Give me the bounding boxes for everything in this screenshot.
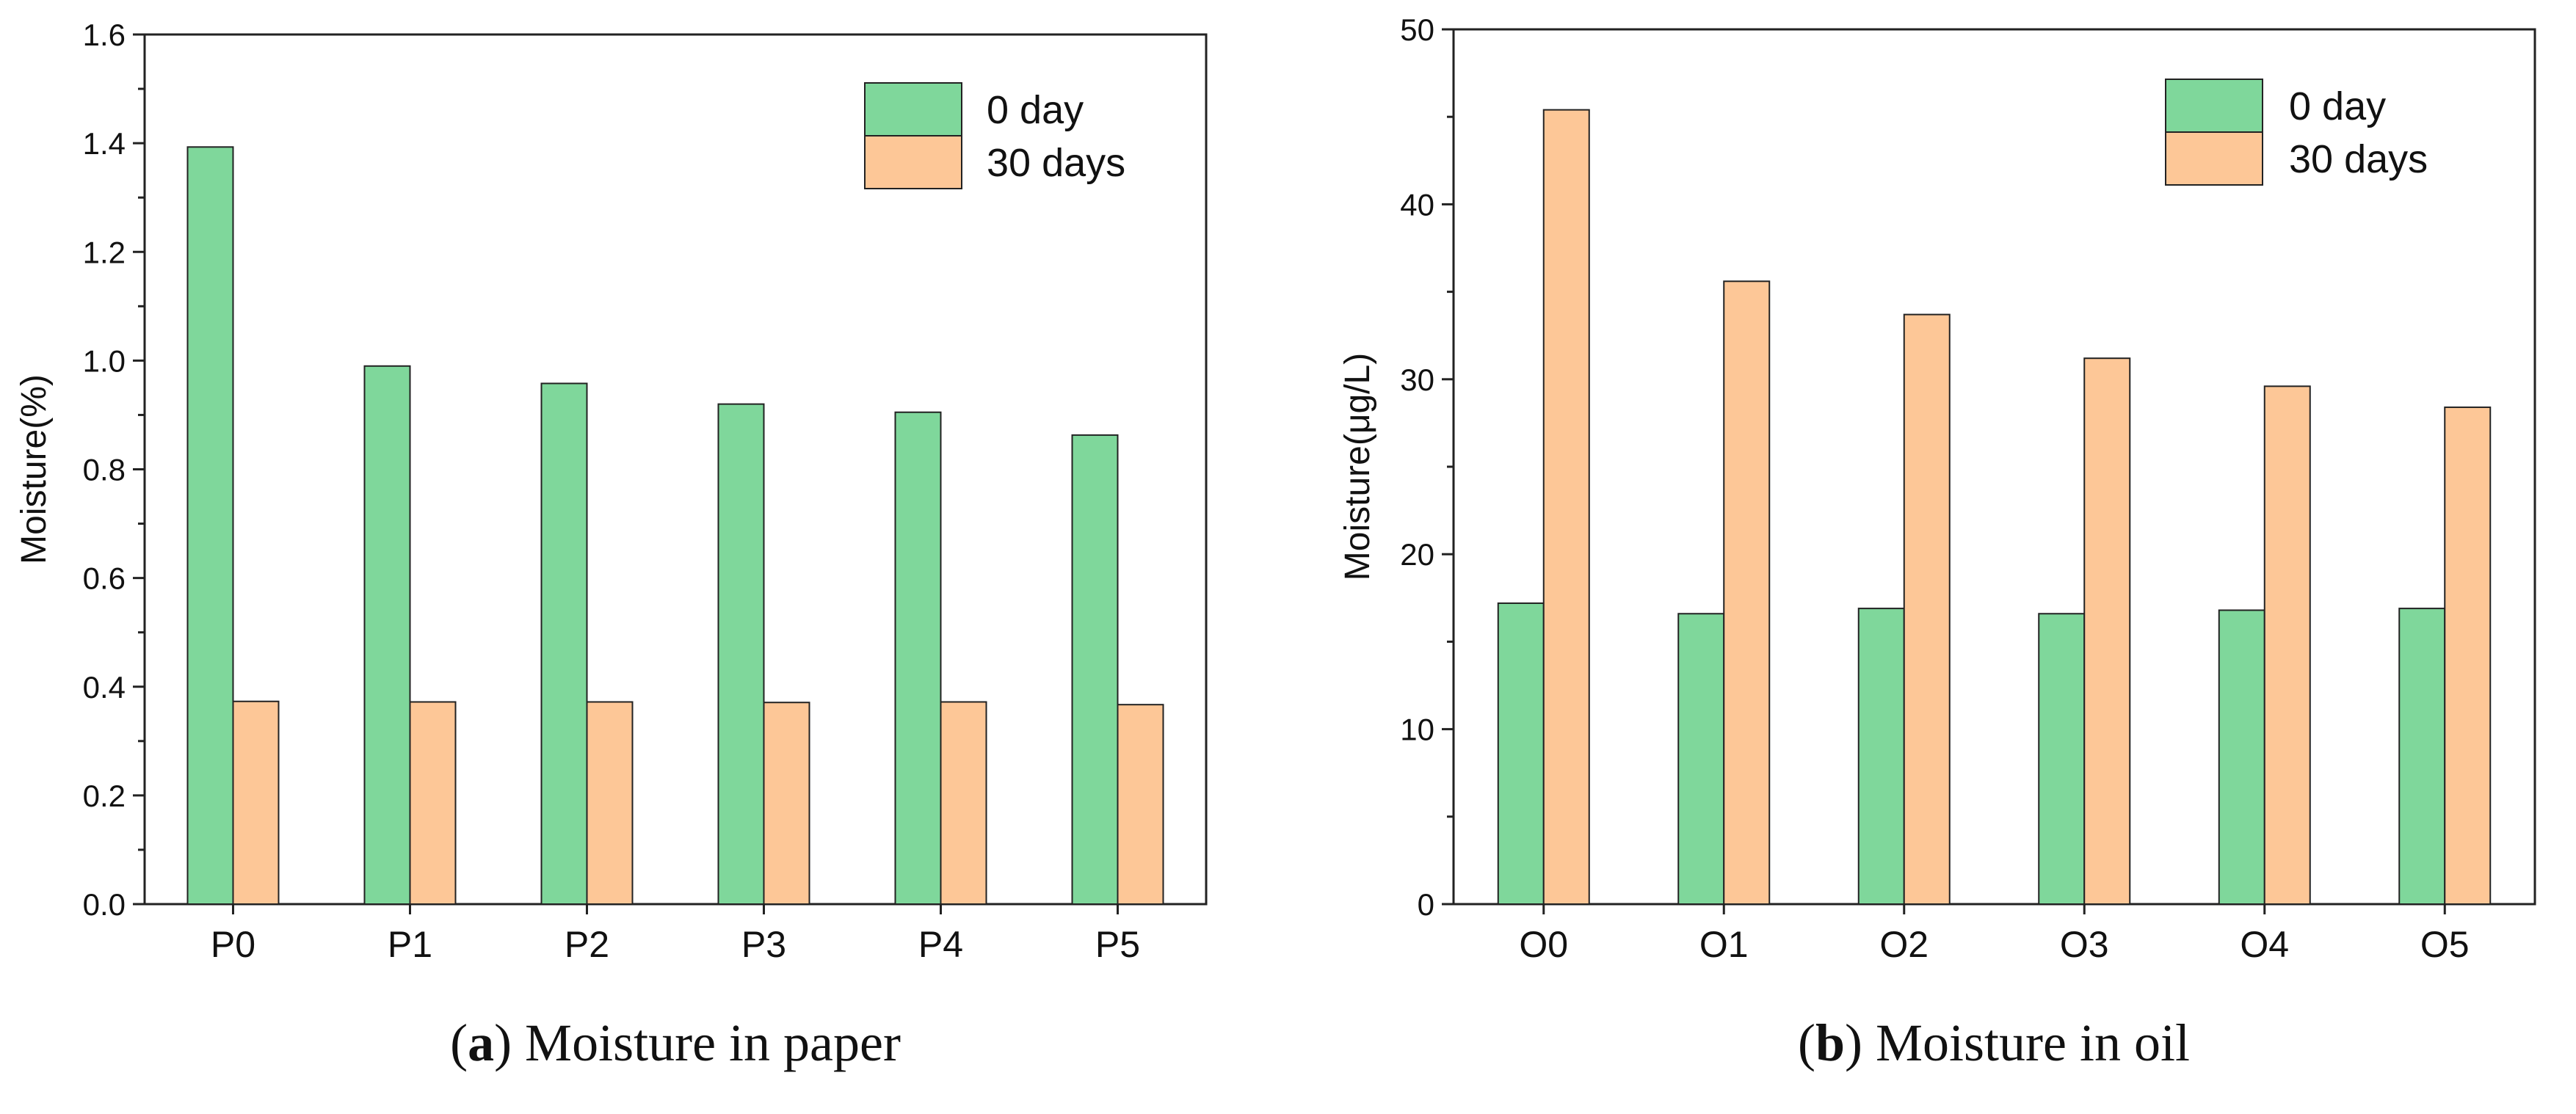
bar-p0-series-0 (186, 146, 234, 906)
bar-p3-series-0 (717, 403, 765, 905)
bar-o1-series-1 (1723, 280, 1771, 905)
caption-letter: b (1815, 1013, 1845, 1072)
bar-o0-series-1 (1542, 109, 1590, 906)
bar-o2-series-0 (1857, 608, 1905, 905)
legend-label-1: 30 days (2289, 137, 2428, 181)
legend-label-1: 30 days (987, 141, 1125, 185)
x-category-label: P2 (565, 924, 609, 965)
bar-p3-series-1 (763, 702, 810, 906)
legend-swatch-0 (864, 82, 962, 136)
x-category-label: P4 (918, 924, 963, 965)
panel-caption: (a) Moisture in paper (450, 1013, 901, 1072)
bar-o2-series-1 (1903, 313, 1951, 906)
x-category-label: P3 (741, 924, 786, 965)
caption-letter: a (468, 1013, 494, 1072)
legend-swatch-0 (2165, 79, 2263, 133)
caption-text: Moisture in paper (525, 1013, 901, 1072)
bar-p4-series-1 (940, 701, 987, 905)
bar-o3-series-0 (2038, 613, 2086, 905)
x-category-label: O3 (2060, 924, 2109, 965)
chart-panel-a: 0.0 0.2 0.4 0.6 0.8 1.0 1.2 1.4 1.6 Moisture(%) P0… (15, 18, 1208, 1072)
caption-paren-open: ( (1798, 1013, 1815, 1072)
bar-o4-series-1 (2263, 385, 2311, 905)
y-tick-label: 30 (1400, 363, 1434, 397)
bar-o1-series-0 (1677, 613, 1725, 905)
bar-p2-series-0 (540, 382, 588, 905)
y-tick-label: 40 (1400, 187, 1434, 222)
panel-caption: (b) Moisture in oil (1798, 1013, 2190, 1072)
y-tick-label: 50 (1400, 12, 1434, 47)
x-category-label: O1 (1699, 924, 1749, 965)
y-tick-label: 0.2 (83, 779, 126, 813)
y-tick-label: 1.4 (83, 126, 126, 161)
bar-p4-series-0 (894, 411, 942, 905)
y-tick-label: 0.6 (83, 561, 126, 596)
bar-p5-series-1 (1117, 704, 1164, 905)
y-tick-label: 0 (1418, 887, 1434, 922)
bar-p2-series-1 (586, 701, 634, 905)
caption-text: Moisture in oil (1876, 1013, 2190, 1072)
caption-paren-close: ) (494, 1013, 525, 1072)
x-category-label: O2 (1879, 924, 1929, 965)
bar-o5-series-1 (2444, 406, 2492, 905)
caption-paren-close: ) (1845, 1013, 1876, 1072)
legend-label-0: 0 day (2289, 84, 2386, 128)
bar-p1-series-1 (409, 701, 457, 905)
bar-o3-series-1 (2083, 357, 2131, 905)
x-category-label: P1 (388, 924, 432, 965)
y-tick-label: 1.6 (83, 18, 126, 52)
x-category-label: O0 (1519, 924, 1568, 965)
bar-p0-series-1 (232, 700, 280, 905)
y-tick-label: 0.4 (83, 670, 126, 705)
bar-p5-series-0 (1071, 434, 1119, 905)
caption-paren-open: ( (450, 1013, 468, 1072)
x-category-label: O5 (2420, 924, 2470, 965)
y-axis-title: Moisture(μg/L) (1338, 353, 1377, 580)
y-tick-label: 0.8 (83, 453, 126, 487)
chart-panel-b: 0 10 20 30 40 50 Moisture(μg/L) O0 O1 O2 O3 O4 O5 0 d… (1338, 12, 2536, 1072)
bar-o5-series-0 (2398, 608, 2446, 905)
y-tick-label: 1.0 (83, 343, 126, 378)
x-category-label: P5 (1095, 924, 1140, 965)
legend-swatch-1 (2165, 131, 2263, 186)
y-axis-title: Moisture(%) (15, 374, 54, 564)
bar-o4-series-0 (2218, 609, 2265, 905)
bar-p1-series-0 (363, 365, 411, 905)
legend-swatch-1 (864, 135, 962, 189)
y-tick-label: 20 (1400, 537, 1434, 572)
y-tick-label: 0.0 (83, 887, 126, 922)
y-tick-label: 10 (1400, 713, 1434, 747)
x-category-label: P0 (211, 924, 255, 965)
y-tick-label: 1.2 (83, 235, 126, 269)
bar-o0-series-0 (1497, 602, 1545, 906)
x-category-label: O4 (2240, 924, 2289, 965)
legend-label-0: 0 day (987, 88, 1084, 132)
